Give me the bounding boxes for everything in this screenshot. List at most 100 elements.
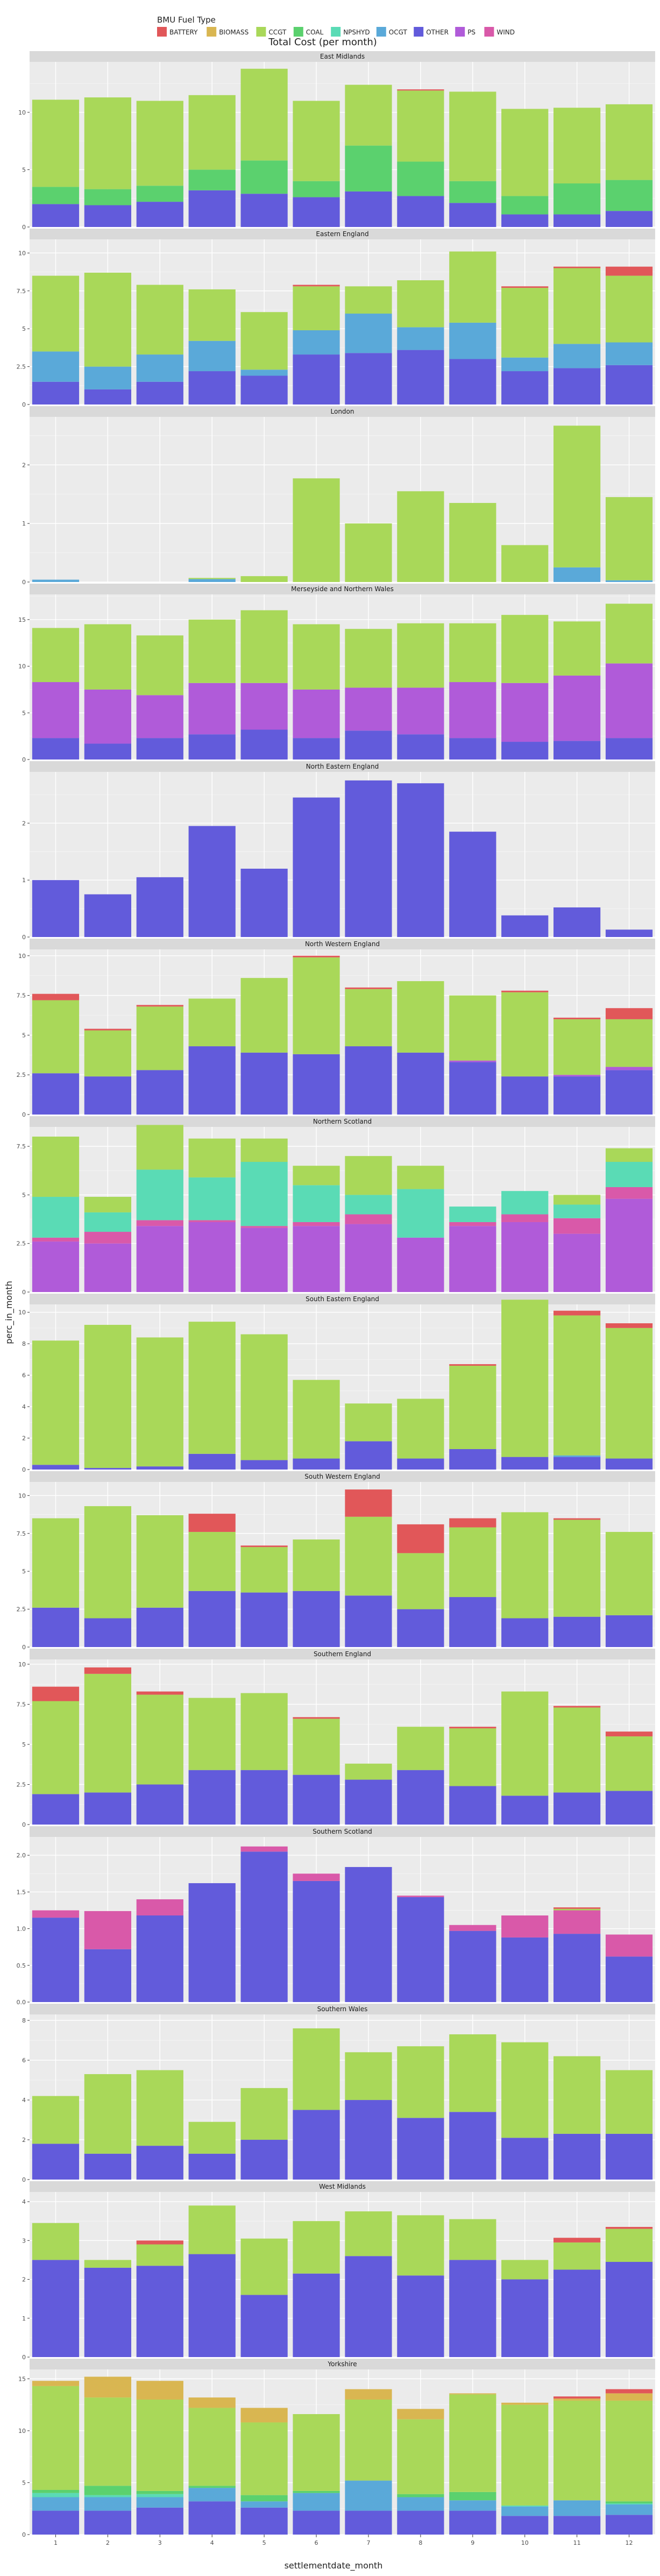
bar-segment-ps bbox=[32, 1241, 80, 1292]
x-tick-label: 11 bbox=[573, 2539, 581, 2546]
bar-segment-ccgt bbox=[397, 491, 444, 582]
bar-segment-other bbox=[136, 2266, 183, 2357]
bar-segment-battery bbox=[345, 987, 392, 989]
bar-segment-other bbox=[553, 1616, 601, 1647]
bar-segment-npshyd bbox=[188, 1177, 236, 1220]
y-tick-label: 10 bbox=[18, 1661, 26, 1668]
legend-key-battery bbox=[157, 27, 167, 37]
bar-segment-coal bbox=[293, 181, 340, 197]
bar-segment-other bbox=[293, 738, 340, 760]
bar-segment-ccgt bbox=[188, 2121, 236, 2154]
bar-segment-ccgt bbox=[345, 2052, 392, 2100]
bar-segment-battery bbox=[605, 1008, 653, 1019]
y-tick-label: 4 bbox=[22, 2198, 26, 2205]
facet-strip-label: Southern England bbox=[314, 1650, 371, 1658]
legend-key-npshyd bbox=[331, 27, 341, 37]
bar-segment-ccgt bbox=[293, 2028, 340, 2110]
facet-strip bbox=[30, 1649, 655, 1659]
bar-segment-ps bbox=[449, 1226, 496, 1292]
bar-segment-npshyd bbox=[84, 1212, 131, 1232]
bar-segment-other bbox=[188, 734, 236, 760]
bar-segment-coal bbox=[32, 187, 80, 204]
bar-segment-ccgt bbox=[553, 621, 601, 676]
facet-merseyside-and-northern-wales: Merseyside and Northern Wales 0 5 10 15 bbox=[18, 584, 655, 763]
y-tick-label: 2 bbox=[22, 820, 26, 827]
y-tick-label: 2 bbox=[22, 462, 26, 469]
bar-segment-other bbox=[84, 894, 131, 937]
bar-segment-ccgt bbox=[501, 2042, 549, 2138]
legend-label-ps: PS bbox=[467, 29, 476, 36]
bar-segment-ccgt bbox=[501, 545, 549, 582]
bar-segment-ccgt bbox=[553, 1195, 601, 1205]
y-tick-label: 5 bbox=[22, 1191, 26, 1198]
legend-key-coal bbox=[293, 27, 303, 37]
bar-segment-ccgt bbox=[501, 288, 549, 358]
y-tick-label: 1.0 bbox=[17, 1926, 26, 1933]
bar-segment-ocgt bbox=[553, 2500, 601, 2516]
facet-strip-label: North Eastern England bbox=[306, 763, 379, 770]
bar-segment-other bbox=[293, 1591, 340, 1647]
bar-segment-ccgt bbox=[84, 2260, 131, 2268]
facet-strip bbox=[30, 1826, 655, 1837]
bar-segment-ccgt bbox=[32, 1000, 80, 1074]
legend-label-biomass: BIOMASS bbox=[219, 29, 249, 36]
bar-segment-other bbox=[553, 741, 601, 760]
bar-segment-battery bbox=[32, 1686, 80, 1701]
y-tick-label: 10 bbox=[18, 250, 26, 257]
bar-segment-wind bbox=[553, 1218, 601, 1234]
bar-segment-battery bbox=[449, 1518, 496, 1528]
bar-segment-ccgt bbox=[84, 272, 131, 367]
bar-segment-ccgt bbox=[188, 998, 236, 1047]
bar-segment-other bbox=[32, 880, 80, 937]
bar-segment-ccgt bbox=[84, 1030, 131, 1077]
facet-strip-label: Eastern England bbox=[316, 230, 368, 238]
bar-segment-coal bbox=[136, 186, 183, 202]
bar-segment-ps bbox=[188, 683, 236, 735]
bar-segment-battery bbox=[553, 1907, 601, 1909]
bar-segment-other bbox=[293, 1880, 340, 2002]
bar-segment-ccgt bbox=[240, 1138, 288, 1162]
bar-segment-ccgt bbox=[449, 251, 496, 323]
panel-background bbox=[30, 2369, 655, 2535]
bar-segment-ccgt bbox=[605, 2229, 653, 2262]
bar-segment-biomass bbox=[32, 2381, 80, 2386]
bar-segment-ccgt bbox=[397, 981, 444, 1053]
legend-label-wind: WIND bbox=[496, 29, 515, 36]
bar-segment-other bbox=[397, 350, 444, 405]
bar-segment-ccgt bbox=[84, 1673, 131, 1793]
bar-segment-ccgt bbox=[136, 1006, 183, 1070]
bar-segment-ccgt bbox=[136, 285, 183, 355]
bar-segment-ocgt bbox=[605, 580, 653, 582]
bar-segment-wind bbox=[397, 1896, 444, 1897]
legend: BATTERY BIOMASS CCGT COAL NPSHYD OCGT OTHER PS W… bbox=[157, 27, 515, 37]
x-tick-label: 1 bbox=[54, 2539, 58, 2546]
bar-segment-other bbox=[605, 365, 653, 405]
x-tick-label: 5 bbox=[262, 2539, 266, 2546]
bar-segment-ccgt bbox=[240, 2238, 288, 2295]
bar-segment-ccgt bbox=[84, 1506, 131, 1619]
bar-segment-other bbox=[136, 877, 183, 937]
bar-segment-other bbox=[84, 1792, 131, 1825]
bar-segment-ccgt bbox=[32, 628, 80, 683]
bar-segment-ccgt bbox=[397, 1399, 444, 1459]
bar-segment-ccgt bbox=[240, 2088, 288, 2140]
bar-segment-ccgt bbox=[605, 2400, 653, 2502]
bar-segment-other bbox=[397, 2118, 444, 2180]
bar-segment-ps bbox=[397, 1237, 444, 1292]
bar-segment-coal bbox=[605, 180, 653, 211]
bar-segment-biomass bbox=[136, 2381, 183, 2400]
bar-segment-ccgt bbox=[397, 1166, 444, 1189]
y-tick-label: 8 bbox=[22, 2017, 26, 2024]
bar-segment-npshyd bbox=[293, 1185, 340, 1222]
y-tick-label: 0.0 bbox=[17, 1999, 26, 2006]
bar-segment-other bbox=[449, 1449, 496, 1470]
facet-strip bbox=[30, 1294, 655, 1304]
bar-segment-battery bbox=[293, 285, 340, 287]
bar-segment-ccgt bbox=[449, 91, 496, 181]
bar-segment-ccgt bbox=[293, 478, 340, 582]
bar-segment-other bbox=[345, 1867, 392, 2002]
bar-segment-ccgt bbox=[605, 275, 653, 343]
bar-segment-other bbox=[32, 1607, 80, 1647]
y-tick-label: 5 bbox=[22, 325, 26, 332]
y-tick-label: 2.5 bbox=[17, 1071, 26, 1078]
